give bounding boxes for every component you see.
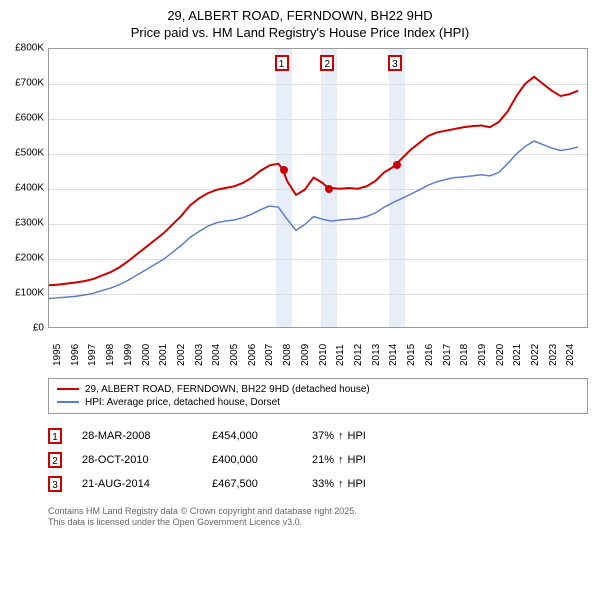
series-property [49,77,578,285]
sale-row: 3 21-AUG-2014 £467,500 33% ↑ HPI [48,472,588,496]
legend-item: 29, ALBERT ROAD, FERNDOWN, BH22 9HD (det… [57,383,579,396]
arrow-up-icon: ↑ [338,478,344,490]
x-tick-label: 1999 [123,344,134,366]
sale-price: £467,500 [212,478,292,490]
x-tick-label: 2008 [282,344,293,366]
series-hpi [49,141,578,298]
sale-price: £454,000 [212,430,292,442]
sale-date: 21-AUG-2014 [82,478,192,490]
x-tick-label: 2003 [194,344,205,366]
x-tick-label: 2015 [406,344,417,366]
sale-hpi: 33% ↑ HPI [312,478,366,490]
y-axis: £0£100K£200K£300K£400K£500K£600K£700K£80… [6,48,46,328]
sale-hpi-suffix: HPI [348,430,366,442]
x-tick-label: 2021 [512,344,523,366]
sale-row: 1 28-MAR-2008 £454,000 37% ↑ HPI [48,424,588,448]
x-tick-label: 2012 [353,344,364,366]
sale-date: 28-MAR-2008 [82,430,192,442]
sale-pct: 33% [312,478,334,490]
legend-label: 29, ALBERT ROAD, FERNDOWN, BH22 9HD (det… [85,384,370,395]
x-tick-label: 2017 [442,344,453,366]
plot-region: 1 2 3 [48,48,588,328]
chart-lines [49,49,587,327]
title-subtitle: Price paid vs. HM Land Registry's House … [6,25,594,42]
y-tick-label: £700K [15,77,44,88]
legend-item: HPI: Average price, detached house, Dors… [57,396,579,409]
sale-pct: 21% [312,454,334,466]
x-tick-label: 2006 [247,344,258,366]
sale-pct: 37% [312,430,334,442]
x-tick-label: 1996 [70,344,81,366]
sale-row-marker: 1 [48,428,62,444]
x-tick-label: 2018 [459,344,470,366]
x-tick-label: 2022 [530,344,541,366]
sale-marker-flag: 2 [320,55,334,71]
y-tick-label: £100K [15,287,44,298]
y-tick-label: £200K [15,252,44,263]
sale-row-marker: 3 [48,476,62,492]
chart-container: 29, ALBERT ROAD, FERNDOWN, BH22 9HD Pric… [0,0,600,535]
x-tick-label: 2023 [548,344,559,366]
footer-line2: This data is licensed under the Open Gov… [48,517,594,529]
sale-marker-flag: 3 [388,55,402,71]
chart-title: 29, ALBERT ROAD, FERNDOWN, BH22 9HD Pric… [6,8,594,42]
x-tick-label: 2005 [229,344,240,366]
x-tick-label: 1997 [87,344,98,366]
sale-hpi: 21% ↑ HPI [312,454,366,466]
x-tick-label: 2010 [318,344,329,366]
x-tick-label: 1995 [52,344,63,366]
x-tick-label: 2000 [141,344,152,366]
legend-swatch [57,401,79,403]
legend: 29, ALBERT ROAD, FERNDOWN, BH22 9HD (det… [48,378,588,414]
sale-hpi-suffix: HPI [348,478,366,490]
x-tick-label: 2001 [158,344,169,366]
x-tick-label: 2019 [477,344,488,366]
title-address: 29, ALBERT ROAD, FERNDOWN, BH22 9HD [6,8,594,25]
x-tick-label: 2024 [565,344,576,366]
x-tick-label: 2016 [424,344,435,366]
sale-date: 28-OCT-2010 [82,454,192,466]
x-axis: 1995 1996 1997 1998 1999 2000 2001 2002 2003 2004… [48,330,588,372]
x-tick-label: 2007 [264,344,275,366]
y-tick-label: £800K [15,42,44,53]
sale-row-marker: 2 [48,452,62,468]
x-tick-label: 2009 [300,344,311,366]
x-tick-label: 2014 [388,344,399,366]
sale-marker-flag: 1 [275,55,289,71]
footer: Contains HM Land Registry data © Crown c… [48,506,594,529]
x-tick-label: 2011 [335,344,346,366]
y-tick-label: £0 [33,322,44,333]
sales-table: 1 28-MAR-2008 £454,000 37% ↑ HPI 2 28-OCT-2010 £… [48,424,588,496]
x-tick-label: 2004 [211,344,222,366]
arrow-up-icon: ↑ [338,430,344,442]
y-tick-label: £400K [15,182,44,193]
x-tick-label: 2002 [176,344,187,366]
legend-label: HPI: Average price, detached house, Dors… [85,397,280,408]
x-tick-label: 2013 [371,344,382,366]
y-tick-label: £300K [15,217,44,228]
sale-hpi-suffix: HPI [348,454,366,466]
footer-line1: Contains HM Land Registry data © Crown c… [48,506,594,518]
chart-area: £0£100K£200K£300K£400K£500K£600K£700K£80… [6,46,594,376]
y-tick-label: £500K [15,147,44,158]
sale-hpi: 37% ↑ HPI [312,430,366,442]
sale-row: 2 28-OCT-2010 £400,000 21% ↑ HPI [48,448,588,472]
sale-dot [393,161,401,169]
legend-swatch [57,388,79,390]
y-tick-label: £600K [15,112,44,123]
sale-dot [280,166,288,174]
sale-dot [325,185,333,193]
x-tick-label: 2020 [495,344,506,366]
arrow-up-icon: ↑ [338,454,344,466]
x-tick-label: 1998 [105,344,116,366]
sale-price: £400,000 [212,454,292,466]
